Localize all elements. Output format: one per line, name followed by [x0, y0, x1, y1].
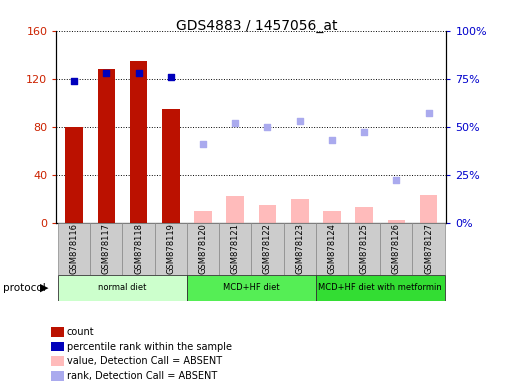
Bar: [97, 69, 115, 223]
Text: MCD+HF diet: MCD+HF diet: [223, 283, 280, 293]
Point: [199, 141, 207, 147]
Text: count: count: [67, 327, 94, 337]
Text: GSM878122: GSM878122: [263, 223, 272, 274]
Bar: [187, 275, 316, 301]
Point: [167, 74, 175, 80]
Bar: [387, 220, 405, 223]
Point: [424, 110, 432, 116]
Bar: [284, 223, 316, 275]
Text: GSM878123: GSM878123: [295, 223, 304, 274]
Text: protocol: protocol: [3, 283, 45, 293]
Bar: [162, 109, 180, 223]
Text: GDS4883 / 1457056_at: GDS4883 / 1457056_at: [176, 19, 337, 33]
Point: [102, 70, 110, 76]
Text: MCD+HF diet with metformin: MCD+HF diet with metformin: [319, 283, 442, 293]
Point: [328, 137, 336, 143]
Bar: [412, 223, 445, 275]
Text: GSM878125: GSM878125: [360, 223, 369, 274]
Text: GSM878121: GSM878121: [231, 223, 240, 274]
Bar: [420, 195, 438, 223]
Bar: [323, 211, 341, 223]
Bar: [219, 223, 251, 275]
Bar: [58, 223, 90, 275]
Point: [295, 118, 304, 124]
Bar: [356, 207, 373, 223]
Text: percentile rank within the sample: percentile rank within the sample: [67, 342, 232, 352]
Bar: [90, 223, 123, 275]
Point: [134, 70, 143, 76]
Bar: [251, 223, 284, 275]
Text: GSM878127: GSM878127: [424, 223, 433, 274]
Bar: [380, 223, 412, 275]
Bar: [316, 275, 445, 301]
Text: GSM878118: GSM878118: [134, 223, 143, 274]
Text: GSM878116: GSM878116: [70, 223, 78, 274]
Point: [263, 124, 271, 130]
Text: ▶: ▶: [40, 283, 49, 293]
Point: [231, 120, 240, 126]
Text: GSM878117: GSM878117: [102, 223, 111, 274]
Bar: [226, 196, 244, 223]
Bar: [291, 199, 308, 223]
Text: GSM878126: GSM878126: [392, 223, 401, 274]
Bar: [259, 205, 277, 223]
Bar: [155, 223, 187, 275]
Bar: [194, 211, 212, 223]
Text: value, Detection Call = ABSENT: value, Detection Call = ABSENT: [67, 356, 222, 366]
Text: rank, Detection Call = ABSENT: rank, Detection Call = ABSENT: [67, 371, 217, 381]
Bar: [123, 223, 155, 275]
Point: [70, 78, 78, 84]
Bar: [348, 223, 380, 275]
Bar: [65, 127, 83, 223]
Point: [360, 129, 368, 136]
Bar: [316, 223, 348, 275]
Text: normal diet: normal diet: [98, 283, 147, 293]
Bar: [187, 223, 219, 275]
Text: GSM878120: GSM878120: [199, 223, 208, 274]
Text: GSM878119: GSM878119: [166, 223, 175, 274]
Bar: [130, 61, 147, 223]
Point: [392, 177, 401, 184]
Bar: [58, 275, 187, 301]
Text: GSM878124: GSM878124: [327, 223, 337, 274]
